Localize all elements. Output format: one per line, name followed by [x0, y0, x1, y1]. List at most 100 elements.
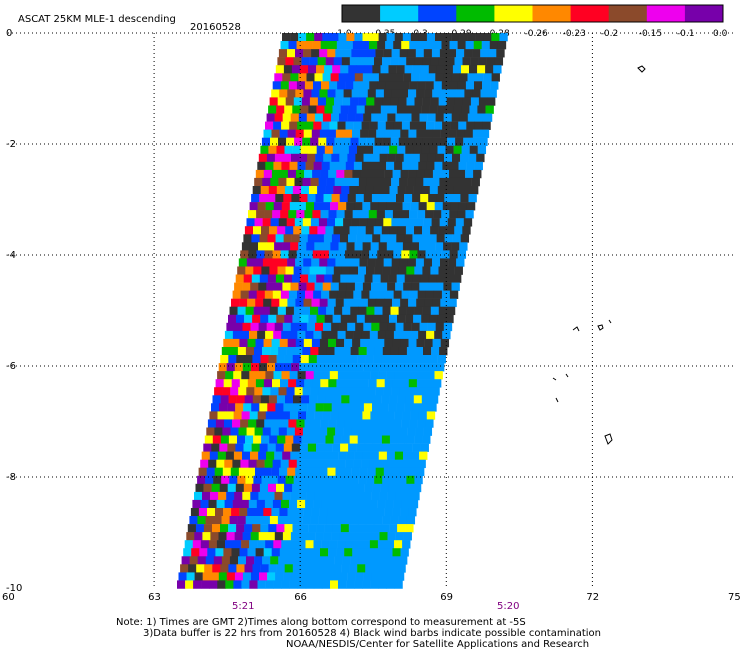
swath-cell	[281, 371, 290, 380]
swath-cell	[295, 338, 305, 348]
time-label-2: 5:20	[497, 601, 519, 612]
swath-cell	[250, 532, 260, 541]
swath-cell	[326, 347, 335, 356]
swath-cell	[247, 379, 257, 388]
swath-cell	[201, 451, 211, 460]
swath-cell	[412, 234, 421, 243]
swath-cell	[443, 242, 452, 251]
swath-cell	[303, 49, 312, 58]
swath-cell	[331, 322, 340, 332]
swath-cell	[398, 306, 407, 316]
swath-cell	[406, 97, 415, 106]
swath-cell	[282, 322, 292, 332]
swath-cell	[403, 532, 412, 541]
swath-cell	[409, 81, 418, 90]
swath-cell	[458, 121, 467, 130]
swath-cell	[392, 298, 401, 308]
swath-cell	[430, 97, 439, 106]
swath-cell	[456, 89, 465, 98]
swath-cell	[445, 186, 455, 195]
swath-cell	[186, 572, 195, 581]
swath-cell	[268, 483, 277, 493]
swath-cell	[313, 499, 322, 509]
swath-cell	[279, 258, 288, 267]
swath-cell	[371, 322, 380, 332]
note-line-1: Note: 1) Times are GMT 2)Times along bot…	[116, 617, 526, 628]
swath-cell	[236, 314, 245, 324]
swath-cell	[282, 532, 292, 541]
swath-cell	[261, 475, 270, 485]
swath-cell	[342, 137, 351, 147]
swath-cell	[420, 234, 429, 243]
swath-cell	[272, 81, 282, 90]
swath-cell	[389, 564, 398, 573]
swath-cell	[356, 234, 365, 243]
swath-cell	[281, 121, 290, 130]
swath-cell	[292, 564, 302, 573]
swath-cell	[427, 242, 436, 251]
swath-cell	[314, 451, 323, 460]
swath-cell	[394, 451, 404, 460]
swath-cell	[390, 556, 400, 565]
swath-cell	[255, 508, 264, 517]
colorbar-swatch	[570, 5, 610, 22]
swath-cell	[252, 395, 262, 404]
swath-cell	[435, 153, 445, 163]
swath-cell	[374, 306, 383, 316]
swath-cell	[297, 330, 306, 340]
swath-cell	[333, 395, 342, 404]
swath-cell	[379, 194, 389, 203]
swath-cell	[267, 274, 277, 283]
swath-cell	[352, 129, 361, 138]
swath-cell	[394, 242, 404, 251]
swath-cell	[329, 81, 338, 90]
swath-cell	[322, 451, 331, 460]
swath-cell	[418, 330, 427, 340]
swath-cell	[278, 49, 288, 58]
swath-cell	[349, 266, 359, 275]
swath-cell	[384, 548, 393, 557]
swath-cell	[286, 218, 296, 227]
swath-cell	[359, 508, 369, 517]
swath-cell	[307, 363, 316, 372]
swath-cell	[301, 186, 310, 195]
swath-cell	[414, 475, 423, 485]
swath-cell	[269, 266, 278, 275]
swath-cell	[426, 161, 435, 171]
swath-cell	[266, 322, 276, 332]
swath-cell	[293, 57, 302, 66]
swath-cell	[233, 411, 242, 420]
swath-cell	[292, 105, 301, 114]
swath-cell	[320, 459, 330, 469]
swath-cell	[340, 443, 349, 452]
swath-cell	[255, 548, 264, 557]
swath-cell	[299, 153, 308, 163]
swath-cell	[355, 572, 364, 581]
x-tick-label: 72	[586, 592, 599, 603]
swath-cell	[345, 330, 354, 340]
swath-cell	[425, 81, 435, 90]
swath-cell	[235, 403, 244, 412]
swath-cell	[379, 572, 389, 581]
swath-cell	[405, 186, 414, 195]
swath-cell	[307, 572, 316, 581]
swath-cell	[209, 451, 219, 460]
swath-cell	[242, 282, 251, 291]
swath-cell	[279, 548, 289, 557]
swath-cell	[197, 556, 207, 565]
swath-cell	[350, 556, 360, 565]
swath-cell	[365, 395, 374, 404]
swath-cell	[341, 186, 350, 195]
swath-cell	[378, 411, 387, 420]
swath-cell	[377, 250, 386, 259]
swath-cell	[217, 580, 226, 589]
swath-cell	[308, 564, 318, 573]
swath-cell	[288, 41, 297, 50]
swath-cell	[435, 322, 445, 332]
swath-cell	[324, 105, 333, 114]
swath-cell	[279, 169, 289, 179]
swath-cell	[341, 435, 350, 444]
swath-cell	[269, 97, 278, 106]
swath-cell	[286, 137, 295, 147]
swath-cell	[376, 548, 385, 557]
